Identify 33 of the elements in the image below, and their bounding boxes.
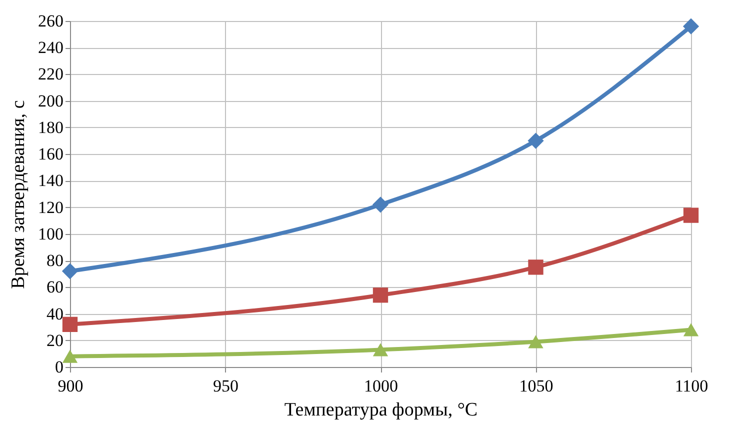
- y-tick-label: 0: [55, 358, 64, 376]
- point: [682, 18, 700, 34]
- x-axis-title: Температура формы, °C: [284, 400, 478, 420]
- y-tick-label: 20: [46, 330, 64, 350]
- x-tick-label: 1000: [364, 376, 398, 396]
- y-tick-label: 180: [38, 118, 64, 137]
- y-tick-label: 260: [38, 12, 64, 30]
- y-tick-label: 140: [38, 171, 64, 190]
- y-tick-label: 100: [38, 224, 64, 244]
- point: [372, 288, 388, 303]
- x-tick-label: 1100: [674, 376, 708, 396]
- point: [62, 263, 78, 280]
- y-tick-label: 160: [38, 144, 64, 164]
- y-axis-title: Время затвердевания, с: [8, 100, 29, 289]
- y-tick-label: 220: [38, 64, 64, 84]
- point: [528, 335, 544, 348]
- x-tick-label: 950: [213, 376, 238, 396]
- point: [62, 316, 78, 332]
- y-tick-label: 80: [46, 251, 64, 270]
- point: [372, 343, 388, 356]
- y-tick-label: 200: [38, 91, 64, 110]
- y-tick-label: 60: [46, 278, 64, 297]
- x-tick-label: 900: [58, 376, 84, 396]
- point: [528, 260, 544, 275]
- y-tick-label: 120: [38, 198, 64, 217]
- point: [683, 323, 699, 336]
- x-tick-label: 1050: [519, 376, 554, 396]
- point: [62, 350, 78, 363]
- point: [372, 196, 389, 213]
- y-tick-label: 240: [38, 38, 64, 58]
- point: [683, 208, 699, 223]
- point: [528, 132, 544, 149]
- y-tick-label: 40: [46, 304, 64, 324]
